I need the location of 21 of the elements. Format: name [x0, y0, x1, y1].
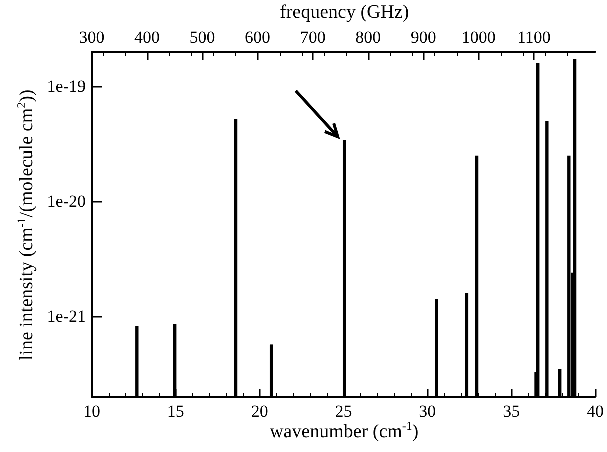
y-tick-label: 1e-20: [47, 192, 86, 212]
x2-tick-label: 300: [79, 28, 105, 47]
x2-tick-label: 600: [245, 28, 271, 47]
x-tick-label: 30: [419, 402, 436, 421]
x-tick-label: 35: [503, 402, 520, 421]
x-tick-label: 10: [84, 402, 100, 421]
x-tick-label: 25: [335, 402, 352, 421]
x-axis-title: wavenumber (cm$^{-1}$): [270, 419, 419, 442]
x-tick-label: 20: [251, 402, 268, 421]
x-tick-label: 40: [587, 402, 604, 421]
x-tick-label: 15: [167, 402, 184, 421]
x2-axis-title: frequency (GHz): [280, 2, 410, 24]
x2-tick-label: 800: [356, 28, 382, 47]
x2-tick-label: 1000: [462, 28, 496, 47]
y-tick-label: 1e-21: [47, 307, 86, 326]
x2-tick-label: 700: [300, 28, 326, 47]
x2-tick-label: 900: [410, 28, 436, 47]
y-tick-label: 1e-19: [47, 77, 86, 96]
x2-tick-label: 500: [190, 28, 216, 47]
x2-tick-label: 400: [134, 28, 160, 47]
x2-tick-label: 1100: [517, 28, 551, 47]
